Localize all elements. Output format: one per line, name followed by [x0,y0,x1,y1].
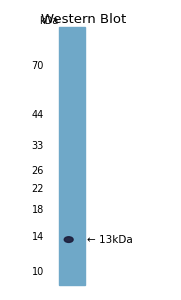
Text: kDa: kDa [39,16,58,26]
Text: ← 13kDa: ← 13kDa [87,235,133,244]
Bar [59,27,85,285]
Text: Western Blot: Western Blot [41,13,126,26]
Ellipse shape [64,237,73,242]
